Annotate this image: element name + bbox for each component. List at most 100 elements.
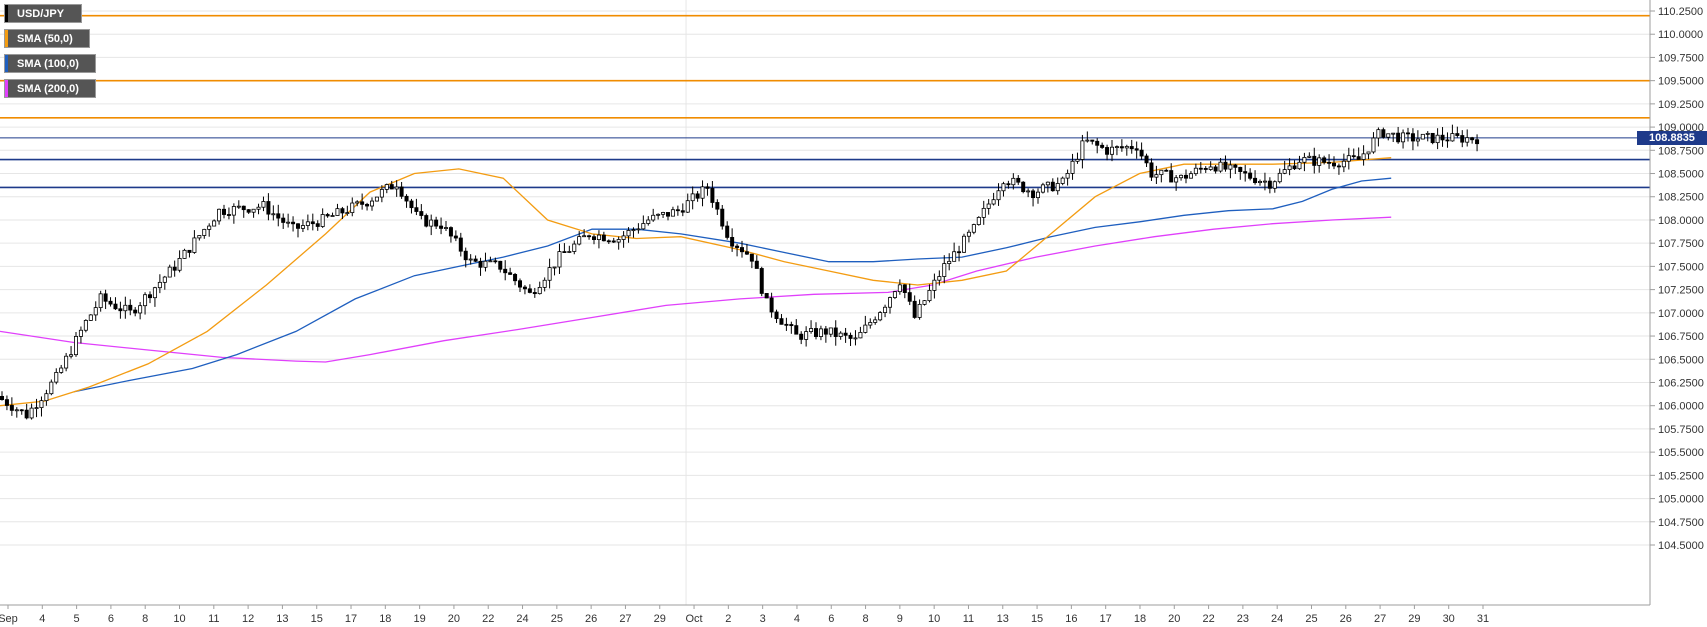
candle (453, 230, 458, 242)
candle (236, 200, 241, 209)
candle (295, 223, 300, 238)
candle (720, 204, 725, 230)
candle (305, 214, 310, 231)
candle (286, 213, 291, 228)
candle (740, 240, 745, 258)
candle (202, 228, 207, 239)
candle (59, 364, 64, 374)
candle (690, 186, 695, 210)
x-tick-label: 8 (142, 613, 148, 625)
current-price-tag: 108.8835 (1637, 130, 1707, 145)
candle (794, 319, 799, 335)
candle (34, 398, 39, 418)
y-tick-label: 106.2500 (1658, 377, 1704, 389)
time-axis: Sep 4 5 6 8 10 11 12 13 15 17 18 19 20 22 24 25 26 27 29 Oct… (0, 605, 1489, 625)
candle (414, 198, 419, 216)
candle (276, 204, 281, 227)
candle (1169, 163, 1174, 183)
legend-sma100-swatch (5, 55, 8, 72)
candle (399, 181, 404, 199)
candle (1050, 178, 1055, 192)
candle (9, 397, 14, 416)
candle (310, 213, 315, 231)
candle (152, 286, 157, 307)
candle (715, 199, 720, 216)
legend-sma100-label: SMA (100,0) (17, 57, 79, 70)
candle (221, 204, 226, 219)
candle (468, 254, 473, 265)
candle (651, 208, 656, 222)
candle (1090, 139, 1095, 145)
candle (878, 311, 883, 322)
candle (488, 256, 493, 263)
candle (863, 315, 868, 334)
candle (912, 295, 917, 319)
candle (764, 293, 769, 299)
candle (1396, 126, 1401, 144)
candle (19, 409, 24, 415)
legend-sma200[interactable]: SMA (200,0) (4, 79, 96, 98)
candle (384, 183, 389, 194)
y-tick-label: 107.5000 (1658, 261, 1704, 273)
x-tick-label: 4 (39, 613, 45, 625)
legend-sma50[interactable]: SMA (50,0) (4, 29, 90, 48)
candle (355, 200, 360, 207)
candle (187, 249, 192, 258)
candle (942, 255, 947, 284)
candle (828, 327, 833, 338)
candle (133, 307, 138, 317)
candle (804, 326, 809, 347)
candle (1001, 181, 1006, 197)
candle (1435, 128, 1440, 150)
candle (735, 243, 740, 257)
candle (172, 260, 177, 277)
candle (315, 220, 320, 231)
y-tick-label: 109.5000 (1658, 76, 1704, 88)
legend-sma200-label: SMA (200,0) (17, 82, 79, 95)
x-tick-label: 25 (1305, 613, 1317, 625)
candle (340, 206, 345, 220)
candle (1095, 138, 1100, 154)
candle (261, 196, 266, 212)
candle (567, 245, 572, 254)
y-tick-label: 107.7500 (1658, 238, 1704, 250)
candle (1198, 161, 1203, 174)
candle (1445, 132, 1450, 148)
candle (611, 237, 616, 244)
x-tick-label: 10 (928, 613, 940, 625)
candle (1213, 164, 1218, 174)
candle (103, 289, 108, 310)
legend-sma100[interactable]: SMA (100,0) (4, 54, 96, 73)
x-tick-label: Oct (685, 613, 702, 625)
x-tick-label: 15 (1031, 613, 1043, 625)
candle (996, 183, 1001, 206)
candle (641, 215, 646, 230)
candle (1065, 169, 1070, 186)
candle (981, 200, 986, 225)
x-tick-label: 5 (74, 613, 80, 625)
moving-averages (0, 157, 1392, 407)
x-tick-label: 6 (828, 613, 834, 625)
candle (616, 236, 621, 250)
candle (522, 285, 527, 295)
candle (700, 180, 705, 207)
candle (64, 352, 69, 372)
candle (330, 212, 335, 217)
x-tick-label: 22 (482, 613, 494, 625)
x-tick-label: 27 (1374, 613, 1386, 625)
candle (389, 180, 394, 190)
candle (1031, 188, 1036, 207)
chart-legend: USD/JPY SMA (50,0) SMA (100,0) SMA (200,… (4, 4, 96, 104)
candle (266, 193, 271, 221)
candlesticks (0, 124, 1480, 420)
y-tick-label: 107.2500 (1658, 285, 1704, 297)
candle (1110, 140, 1115, 162)
legend-pair[interactable]: USD/JPY (4, 4, 82, 23)
candle (379, 185, 384, 203)
candle (1346, 147, 1351, 170)
candle (1149, 158, 1154, 181)
candle (369, 197, 374, 211)
candle (217, 208, 222, 225)
candle (1465, 129, 1470, 147)
